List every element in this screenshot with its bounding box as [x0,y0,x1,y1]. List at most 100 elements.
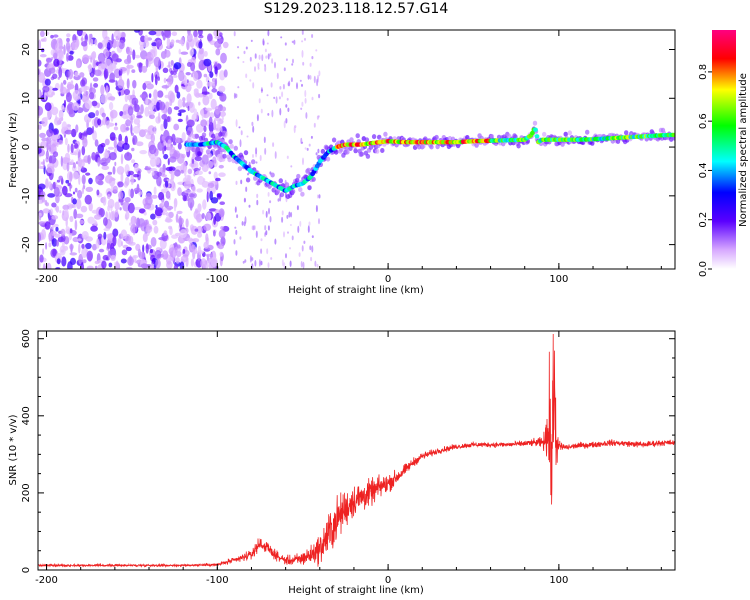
spectrogram-cell [77,189,83,199]
spectrogram-cell [111,33,114,45]
spectrogram-cell [95,174,103,185]
spectrogram-cell [42,208,50,214]
spectrogram-cell [189,192,197,199]
spectrogram-cell [168,61,171,69]
spectrogram-cell [203,241,209,249]
spectrogram-cell [254,260,257,267]
spectrogram-cell [172,70,177,76]
spectrogram-cell [85,172,91,176]
spectrogram-cell [229,143,234,149]
x-tick-label: -200 [35,274,58,285]
spectrogram-cell [281,91,284,98]
spectrogram-cell [215,177,221,182]
spectrogram-cell [64,129,73,135]
spectrogram-cell [178,109,186,113]
spectrogram-cell [303,240,306,244]
spectrogram-cell [151,42,157,47]
spectrogram-cell [307,74,310,80]
spectrogram-cell [197,203,202,213]
spectrogram-cell [258,259,261,267]
spectrogram-cell [289,247,291,250]
spectrogram-cell [176,244,181,249]
x-tick-label: 0 [385,274,391,285]
spectrogram-cell [194,208,199,214]
spectrogram-cell [254,53,257,59]
spectrogram-cell [59,245,66,256]
spectrogram-cell [210,98,217,110]
spectrogram-cell [247,173,249,176]
spectrogram-cell [170,39,175,45]
spectrogram-cell [104,58,112,70]
spectrogram-cell [120,198,124,206]
spectrogram-cell [110,211,115,221]
spectrogram-cell [263,136,266,143]
spectrogram-cell [80,86,87,92]
spectrogram-cell [120,229,128,240]
spectrogram-cell [203,58,212,67]
spectrogram-cell [248,204,251,208]
x-tick-label: 100 [549,575,568,586]
spectrogram-cell [186,130,191,136]
spectrogram-cell [85,236,93,242]
spectrogram-cell [132,255,139,259]
spectrogram-cell [48,242,52,248]
spectrogram-cell [88,202,93,212]
spectrogram-cell [180,51,189,55]
spectrogram-cell [110,254,116,261]
spectrogram-cell [107,198,115,209]
spectrogram-cell [252,225,255,231]
spectrogram-cell [74,150,78,156]
snr-series-line [38,333,675,568]
spectrogram-cell [203,73,208,78]
spectrogram-cell [318,70,321,77]
spectrogram-cell [100,84,105,96]
spectrogram-cell [70,159,74,163]
spectrogram-cell [534,134,540,139]
spectrogram-cell [155,40,162,48]
snr-x-axis-label: Height of straight line (km) [288,585,424,596]
spectrogram-cell [85,91,89,96]
colorbar: 0.0 0.2 0.4 0.6 0.8 Normalized spectral ampl… [698,30,749,277]
spectrogram-cell [74,219,78,231]
spectrogram-cell [132,174,140,178]
spectrogram-cell [278,96,281,100]
spectrogram-cell [154,30,162,37]
spectrogram-cell [223,69,228,78]
spectrogram-cell [38,199,43,204]
spectrogram-cell [287,107,290,113]
x-tick-label: 0 [385,575,391,586]
spectrogram-cell [140,222,147,232]
spectrogram-cell [133,225,136,236]
spectrogram-cell [186,93,192,104]
spectrogram-cell [196,79,203,89]
spectrogram-cell [285,104,288,108]
spectrogram-cell [187,168,193,175]
spectrogram-cell [63,44,66,55]
spectrogram-cell [53,186,60,197]
spectrogram-cell [127,256,134,266]
spectrogram-cell [169,146,176,153]
spectrogram-cell [234,206,237,213]
x-tick-label: 100 [549,274,568,285]
spectrogram-cell [291,235,294,241]
spectrogram-cell [114,122,118,126]
spectrogram-cell [133,206,142,211]
spectrogram-cell [61,256,67,267]
spectrogram-cell [173,106,180,111]
spectrogram-cell [196,188,203,193]
spectrogram-cell [172,249,176,258]
spectrogram-cell [205,253,212,257]
spectrogram-cell [256,193,259,199]
spectrogram-cell [201,132,207,138]
spectrogram-cell [149,114,155,120]
spectrogram-cell [148,93,152,98]
spectrogram-y-axis-label: Frequency (Hz) [8,112,19,188]
spectrogram-cell [255,230,258,238]
spectrogram-cell [67,81,72,91]
spectrogram-cell [145,196,153,206]
spectrogram-cell [131,159,136,164]
spectrogram-cell [72,162,76,169]
spectrogram-cell [55,226,59,232]
spectrogram-cell [79,72,85,78]
spectrogram-cell [88,33,91,45]
